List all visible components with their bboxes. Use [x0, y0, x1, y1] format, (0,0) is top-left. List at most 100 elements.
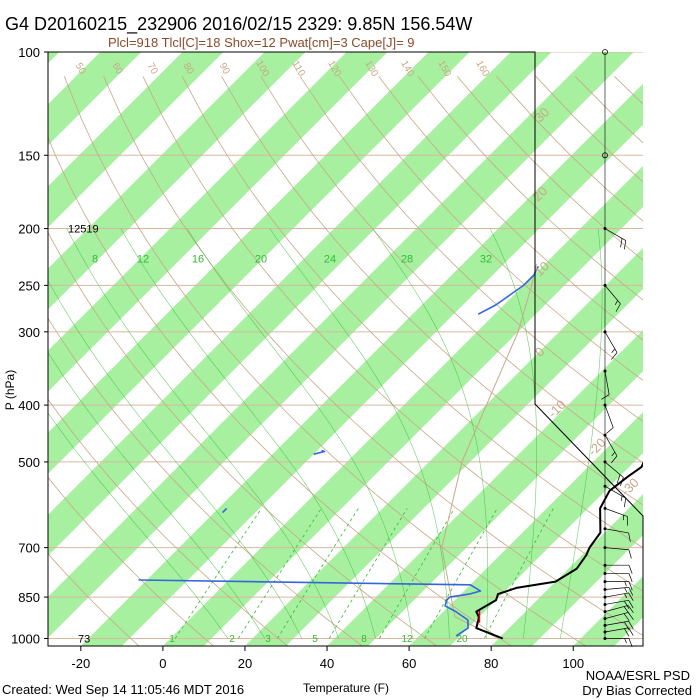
wind-barb-flag — [624, 628, 630, 637]
footer-org: NOAA/ESRL PSD — [586, 668, 690, 683]
mixing-ratio-line — [483, 508, 554, 639]
x-tick-label: 100 — [562, 656, 584, 671]
wind-barb-flag — [620, 495, 623, 502]
x-tick-label: 40 — [320, 656, 334, 671]
mixing-ratio-small-label: 12 — [401, 634, 413, 645]
wind-barb-flag — [614, 300, 618, 305]
x-tick-label: -20 — [71, 656, 90, 671]
wind-barb — [604, 528, 629, 534]
mixing-ratio-label: 28 — [401, 254, 413, 266]
wind-barb-flag — [628, 600, 634, 609]
wind-barb-flag — [628, 621, 634, 630]
wind-calm-marker — [602, 152, 608, 159]
mixing-ratio-label: 32 — [480, 254, 492, 266]
mixing-ratio-line — [328, 508, 408, 639]
x-tick-label: 0 — [159, 656, 166, 671]
mixing-ratio-line — [424, 508, 498, 639]
mixing-ratio-label: 24 — [324, 254, 336, 266]
skew-temp-label: 80 — [181, 61, 196, 77]
data-lines-layer — [138, 263, 643, 640]
temperature-band — [245, 248, 643, 646]
x-tick-label: 20 — [238, 656, 252, 671]
wind-barb — [604, 547, 629, 551]
temperature-band — [48, 52, 60, 64]
y-tick-label: 1000 — [11, 631, 40, 646]
chart-title: G4 D20160215_232906 2016/02/15 2329: 9.8… — [5, 14, 472, 35]
wind-barb-flag — [628, 592, 634, 601]
dry-adiabat-line — [260, 76, 643, 464]
dry-adiabat-line — [48, 136, 512, 646]
temperature-band — [327, 330, 643, 646]
footer-note: Dry Bias Corrected — [582, 683, 692, 698]
height-bottom-label: 73 — [78, 633, 90, 645]
moist-adiabat-line — [372, 228, 489, 639]
y-tick-label: 150 — [18, 148, 40, 163]
moist-adiabat-line — [48, 412, 229, 639]
dewpoint-line — [313, 449, 326, 455]
background-layer — [48, 52, 643, 646]
mixing-ratio-label: 20 — [255, 254, 267, 266]
moist-adiabat-line — [48, 280, 302, 639]
dry-adiabat-line — [48, 553, 140, 646]
mixing-ratio-small-label: 5 — [312, 634, 318, 645]
dry-adiabat-line — [299, 76, 643, 422]
mixing-ratio-small-label: 3 — [265, 634, 271, 645]
height-top-label: 12519 — [68, 224, 99, 236]
wind-barb-flag — [628, 627, 634, 636]
moist-adiabat-line — [48, 352, 266, 639]
wind-barb-flag — [611, 352, 618, 360]
temperature-band — [48, 52, 634, 638]
wind-barb-flag — [623, 606, 630, 615]
dewpoint-line — [221, 507, 228, 514]
dry-adiabat-line — [48, 398, 289, 646]
mixing-ratio-label: 12 — [137, 254, 149, 266]
wind-barb-flag — [611, 348, 616, 353]
wind-barb-flag — [628, 565, 633, 574]
temperature-band — [48, 52, 388, 392]
moist-adiabat-line — [186, 228, 413, 639]
dry-adiabat-line — [221, 76, 643, 506]
x-tick-label: 80 — [484, 656, 498, 671]
footer-created: Created: Wed Sep 14 11:05:46 MDT 2016 — [2, 682, 244, 697]
temperature-band — [48, 52, 224, 228]
wind-barb-flag — [628, 638, 633, 648]
wind-barb-flag — [628, 532, 631, 542]
dry-adiabat-line — [338, 76, 643, 381]
moist-adiabat-line — [269, 228, 450, 639]
dry-adiabat-line — [48, 317, 363, 646]
wind-barb-flag — [624, 593, 628, 599]
wind-barb-flag — [606, 427, 614, 434]
dewpoint-line — [138, 579, 482, 637]
temperature-line — [475, 461, 643, 640]
wind-barb-flag — [611, 451, 616, 457]
mixing-ratio-small-label: 2 — [229, 634, 235, 645]
wind-barb-flag — [623, 240, 627, 250]
reference-lines-layer — [48, 52, 643, 646]
y-tick-label: 400 — [18, 398, 40, 413]
y-tick-label: 200 — [18, 222, 40, 237]
wind-barb-flag — [624, 600, 630, 609]
dry-adiabat-line — [48, 231, 438, 646]
y-tick-label: 850 — [18, 590, 40, 605]
mixing-ratio-line — [379, 508, 455, 639]
wind-barb-flag — [628, 549, 632, 559]
dry-adiabat-line — [142, 76, 643, 592]
skew-temp-label: 60 — [110, 61, 125, 77]
moist-adiabat-line — [560, 228, 603, 639]
chart-subtitle: Plcl=918 Tlcl[C]=18 Shox=12 Pwat[cm]=3 C… — [108, 35, 415, 50]
temperature-band — [48, 52, 470, 474]
moist-adiabat-line — [489, 228, 537, 639]
skew-temp-label: 50 — [73, 61, 88, 77]
mixing-ratio-small-label: 20 — [456, 634, 468, 645]
y-tick-label: 250 — [18, 278, 40, 293]
wind-barb-flag — [628, 581, 633, 591]
wind-barb-flag — [628, 587, 634, 596]
temperature-band — [48, 52, 552, 556]
dry-adiabat-line — [48, 476, 214, 646]
temperature-band — [162, 165, 643, 646]
moist-adiabat-line — [120, 228, 376, 639]
wind-barb-flag — [624, 581, 627, 587]
moist-adiabat-line — [66, 228, 339, 639]
